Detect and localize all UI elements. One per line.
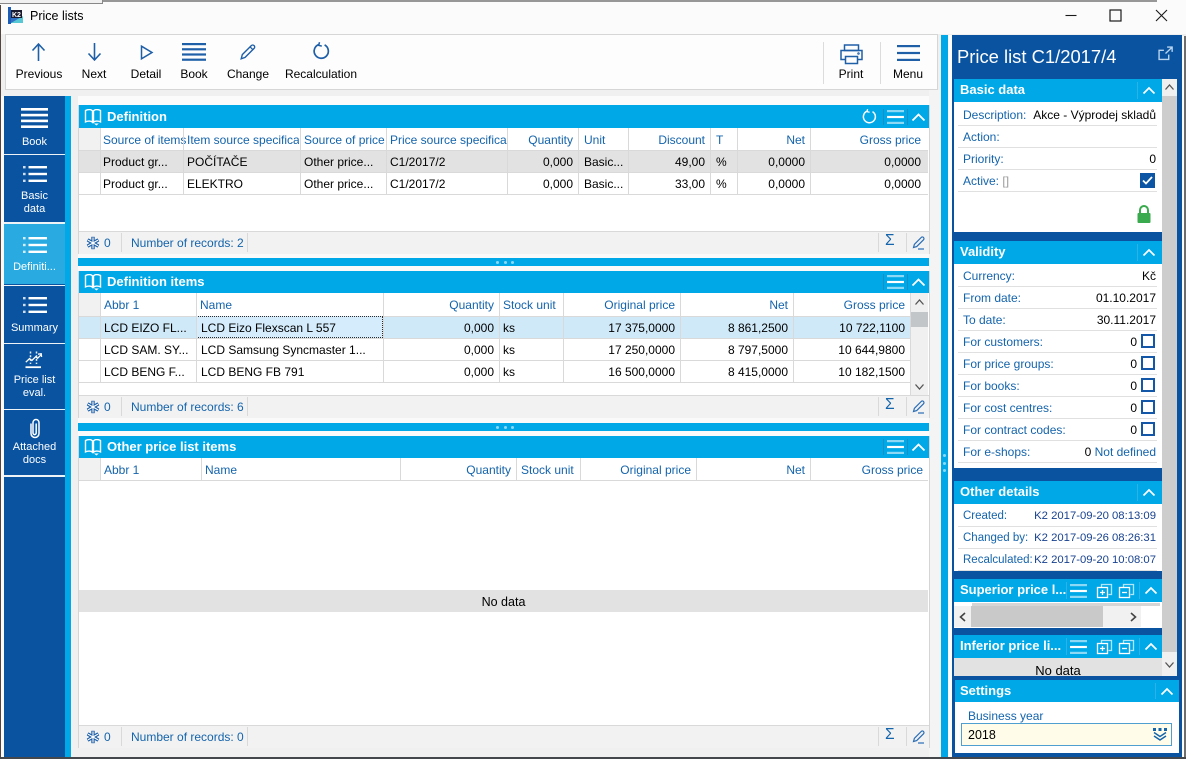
svg-text:K2: K2 [12, 12, 21, 19]
